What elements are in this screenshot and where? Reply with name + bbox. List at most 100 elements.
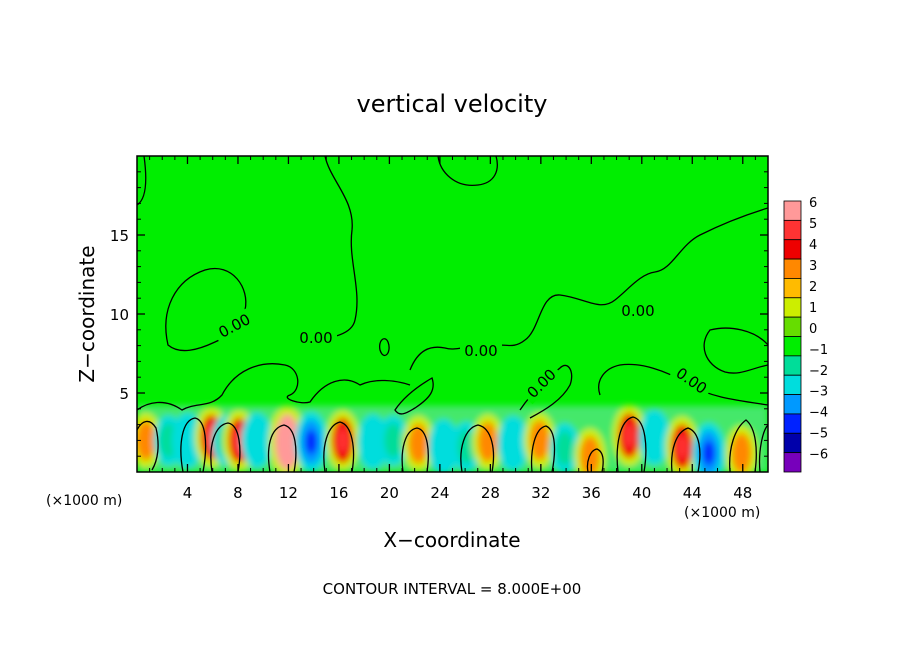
velocity-cell-core xyxy=(305,429,317,455)
colorbar-swatch xyxy=(783,336,802,357)
colorbar-label: −3 xyxy=(809,385,828,400)
colorbar-label: −4 xyxy=(809,406,828,421)
y-tick-label: 10 xyxy=(110,306,129,324)
contour-line xyxy=(729,419,757,472)
contour-line xyxy=(137,420,159,471)
contour-line xyxy=(499,207,768,347)
contour-line xyxy=(586,448,604,472)
colorbar-swatch xyxy=(783,219,802,241)
x-tick-label: 12 xyxy=(279,484,298,502)
velocity-cell xyxy=(556,431,574,466)
contour-line xyxy=(378,338,390,357)
x-tick-label: 32 xyxy=(531,484,550,502)
velocity-cell xyxy=(363,422,383,462)
x-tick-label: 36 xyxy=(582,484,601,502)
colorbar-label: −6 xyxy=(809,448,828,463)
colorbar-label: −1 xyxy=(809,343,828,358)
velocity-cell-core xyxy=(623,423,636,448)
contour-line xyxy=(299,156,358,341)
contour-label: 0.00 xyxy=(621,302,654,320)
x-tick-label: 8 xyxy=(233,484,243,502)
x-units-right: (×1000 m) xyxy=(684,505,760,521)
colorbar-swatch xyxy=(783,258,802,279)
contour-line xyxy=(530,425,556,472)
x-tick-label: 16 xyxy=(329,484,348,502)
contour-line xyxy=(210,422,241,472)
contour-line xyxy=(165,267,247,352)
contour-line xyxy=(670,427,701,472)
colorbar-label: −2 xyxy=(809,364,828,379)
colorbar-swatch xyxy=(783,374,802,395)
contour-line xyxy=(323,421,355,472)
velocity-cell-core xyxy=(702,440,715,466)
colorbar-swatch xyxy=(783,200,802,221)
x-tick-label: 40 xyxy=(632,484,651,502)
contour-line xyxy=(437,156,498,186)
colorbar-label: 3 xyxy=(809,259,817,274)
colorbar-label: 1 xyxy=(809,301,817,316)
velocity-cell xyxy=(644,417,665,458)
velocity-cell xyxy=(137,420,156,461)
velocity-cell xyxy=(457,429,476,464)
x-tick-label: 44 xyxy=(683,484,702,502)
colorbar-label: 4 xyxy=(809,238,817,253)
y-axis-label: Z−coordinate xyxy=(75,245,99,382)
velocity-cell xyxy=(177,420,198,461)
colorbar-swatch xyxy=(783,355,802,376)
colorbar-swatch xyxy=(783,394,802,415)
colorbar-swatch xyxy=(783,239,802,260)
y-tick-label: 15 xyxy=(110,227,129,245)
colorbar-label: 0 xyxy=(809,322,817,337)
colorbar-label: 2 xyxy=(809,280,817,295)
colorbar: 6 5 4 3 2 1 0 −1 −2 −3 −4 −5 −6 xyxy=(783,196,828,473)
chart-title: vertical velocity xyxy=(357,90,548,118)
x-tick-label: 28 xyxy=(481,484,500,502)
velocity-cell-core xyxy=(676,434,689,460)
colorbar-swatch xyxy=(783,452,802,473)
velocity-cell xyxy=(384,423,402,458)
colorbar-label: −5 xyxy=(809,427,828,442)
x-axis: 4 8 12 16 20 24 28 32 36 40 44 48 xyxy=(149,156,756,502)
contour-line xyxy=(758,424,768,472)
colorbar-label: 5 xyxy=(809,217,817,232)
contour-line xyxy=(598,363,768,406)
contour-line xyxy=(180,417,207,472)
x-axis-label: X−coordinate xyxy=(383,528,520,552)
velocity-cell-core xyxy=(280,426,294,458)
y-axis: 5 10 15 xyxy=(110,171,768,457)
zero-contours xyxy=(137,156,768,472)
contour-line xyxy=(460,424,495,472)
velocity-cell xyxy=(503,423,523,464)
x-tick-label: 20 xyxy=(380,484,399,502)
contour-label: 0.00 xyxy=(299,329,332,347)
velocity-cell xyxy=(247,420,267,461)
contour-line xyxy=(137,363,411,411)
colorbar-swatch xyxy=(783,432,802,454)
velocity-cell xyxy=(529,420,550,461)
colorbar-swatch xyxy=(783,413,802,434)
contour-label: 0.00 xyxy=(464,342,497,360)
velocity-cell xyxy=(433,426,454,467)
velocity-cell xyxy=(478,422,498,462)
contour-line xyxy=(267,424,297,472)
contour-line xyxy=(394,377,434,415)
contour-interval-note: CONTOUR INTERVAL = 8.000E+00 xyxy=(323,580,582,598)
x-tick-label: 48 xyxy=(733,484,752,502)
colorbar-swatch xyxy=(783,316,802,337)
colorbar-label: 6 xyxy=(809,196,817,211)
colorbar-swatch xyxy=(783,278,802,299)
x-tick-label: 4 xyxy=(183,484,193,502)
contour-line xyxy=(401,427,429,472)
velocity-cells xyxy=(137,405,768,472)
velocity-cell-core xyxy=(336,428,349,453)
contour-line xyxy=(616,416,647,472)
velocity-cell xyxy=(731,433,752,472)
y-tick-label: 5 xyxy=(119,385,129,403)
x-tick-label: 24 xyxy=(430,484,449,502)
velocity-cell xyxy=(408,423,429,464)
colorbar-swatch xyxy=(783,297,802,318)
contour-line xyxy=(703,327,768,374)
x-units-left: (×1000 m) xyxy=(46,493,122,509)
